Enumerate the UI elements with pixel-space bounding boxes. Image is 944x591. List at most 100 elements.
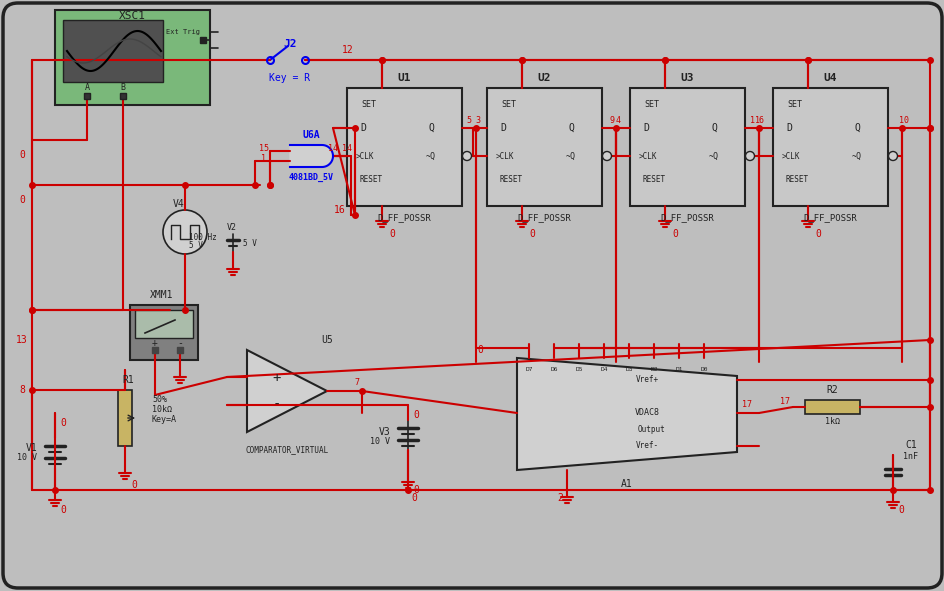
- Text: 1nF: 1nF: [902, 453, 918, 462]
- Polygon shape: [516, 358, 736, 470]
- Text: 9: 9: [609, 115, 614, 125]
- Circle shape: [887, 151, 897, 161]
- Text: 3: 3: [475, 115, 480, 125]
- Text: 6: 6: [758, 115, 763, 125]
- Text: 17: 17: [741, 401, 751, 410]
- Text: XSC1: XSC1: [118, 11, 145, 21]
- Circle shape: [162, 210, 207, 254]
- Bar: [804, 400, 859, 414]
- Bar: [55, 10, 210, 105]
- Circle shape: [602, 151, 611, 161]
- Text: D_FF_POSSR: D_FF_POSSR: [802, 213, 856, 222]
- Text: 0: 0: [814, 229, 820, 239]
- Text: Vref-: Vref-: [634, 441, 658, 450]
- Text: 8: 8: [19, 385, 25, 395]
- Text: 0: 0: [413, 410, 418, 420]
- Text: 5 V: 5 V: [189, 242, 203, 251]
- Circle shape: [745, 151, 753, 161]
- Text: -: -: [177, 338, 183, 348]
- Bar: [135, 310, 193, 338]
- Bar: [630, 88, 744, 206]
- Circle shape: [462, 151, 471, 161]
- Text: XMM1: XMM1: [150, 290, 174, 300]
- Text: 0: 0: [60, 418, 66, 428]
- Text: RESET: RESET: [784, 176, 808, 184]
- Text: D: D: [785, 123, 791, 133]
- Text: Q: Q: [428, 123, 433, 133]
- Bar: [63, 20, 162, 82]
- Text: D4: D4: [599, 368, 607, 372]
- Text: ~Q: ~Q: [708, 151, 718, 161]
- Text: 1: 1: [261, 154, 266, 163]
- Text: ~Q: ~Q: [851, 151, 861, 161]
- Text: 0: 0: [19, 150, 25, 160]
- Text: 14: 14: [328, 144, 338, 152]
- Text: SET: SET: [786, 99, 801, 109]
- Text: D_FF_POSSR: D_FF_POSSR: [516, 213, 570, 222]
- Text: C1: C1: [904, 440, 916, 450]
- Text: >CLK: >CLK: [355, 151, 374, 161]
- Text: D2: D2: [649, 368, 657, 372]
- Text: 5: 5: [466, 115, 471, 125]
- Text: Q: Q: [710, 123, 716, 133]
- Text: D: D: [499, 123, 505, 133]
- Text: D5: D5: [575, 368, 582, 372]
- Text: D3: D3: [625, 368, 632, 372]
- Text: U5: U5: [321, 335, 332, 345]
- Text: D7: D7: [525, 368, 532, 372]
- Text: U2: U2: [537, 73, 550, 83]
- Text: RESET: RESET: [359, 176, 382, 184]
- Text: +: +: [152, 338, 158, 348]
- Bar: [130, 305, 198, 360]
- Text: A: A: [84, 83, 90, 92]
- Text: 10 V: 10 V: [17, 453, 37, 463]
- Polygon shape: [246, 350, 327, 432]
- Text: -: -: [273, 398, 281, 412]
- Text: Q: Q: [567, 123, 573, 133]
- Text: D0: D0: [700, 368, 707, 372]
- Text: 4081BD_5V: 4081BD_5V: [288, 173, 333, 181]
- Text: D_FF_POSSR: D_FF_POSSR: [377, 213, 430, 222]
- Text: V1: V1: [25, 443, 37, 453]
- Text: Output: Output: [637, 426, 666, 434]
- Text: SET: SET: [501, 99, 516, 109]
- Text: >CLK: >CLK: [638, 151, 657, 161]
- Text: 0: 0: [411, 493, 416, 503]
- Text: 15: 15: [259, 144, 269, 152]
- Text: D1: D1: [675, 368, 682, 372]
- Text: D: D: [360, 123, 365, 133]
- Polygon shape: [290, 145, 332, 167]
- Text: 10 V: 10 V: [370, 437, 390, 446]
- Text: 7: 7: [354, 378, 359, 388]
- Text: Key = R: Key = R: [269, 73, 311, 83]
- Text: V2: V2: [227, 223, 237, 232]
- Text: A1: A1: [620, 479, 632, 489]
- Text: 0: 0: [413, 485, 418, 495]
- Text: Key=A: Key=A: [152, 415, 177, 424]
- Text: 0: 0: [60, 505, 66, 515]
- Text: D_FF_POSSR: D_FF_POSSR: [660, 213, 713, 222]
- Text: 0: 0: [477, 345, 482, 355]
- Text: SET: SET: [644, 99, 659, 109]
- Text: 11: 11: [750, 115, 759, 125]
- Text: J2: J2: [283, 39, 296, 49]
- Text: 14: 14: [342, 144, 351, 152]
- Text: V3: V3: [378, 427, 390, 437]
- Text: >CLK: >CLK: [781, 151, 800, 161]
- Bar: [772, 88, 887, 206]
- Text: 4: 4: [615, 115, 620, 125]
- Text: >CLK: >CLK: [496, 151, 514, 161]
- Text: 0: 0: [671, 229, 677, 239]
- Text: RESET: RESET: [642, 176, 665, 184]
- Text: 10kΩ: 10kΩ: [152, 405, 172, 414]
- Text: 0: 0: [389, 229, 395, 239]
- Text: Q: Q: [853, 123, 859, 133]
- Text: D6: D6: [549, 368, 557, 372]
- Text: Vref+: Vref+: [634, 375, 658, 385]
- Text: 5 V: 5 V: [243, 239, 257, 248]
- Text: 2: 2: [556, 493, 563, 503]
- Text: 17: 17: [779, 398, 789, 407]
- Text: 50%: 50%: [152, 395, 167, 404]
- Bar: [118, 390, 132, 446]
- Text: ~Q: ~Q: [426, 151, 435, 161]
